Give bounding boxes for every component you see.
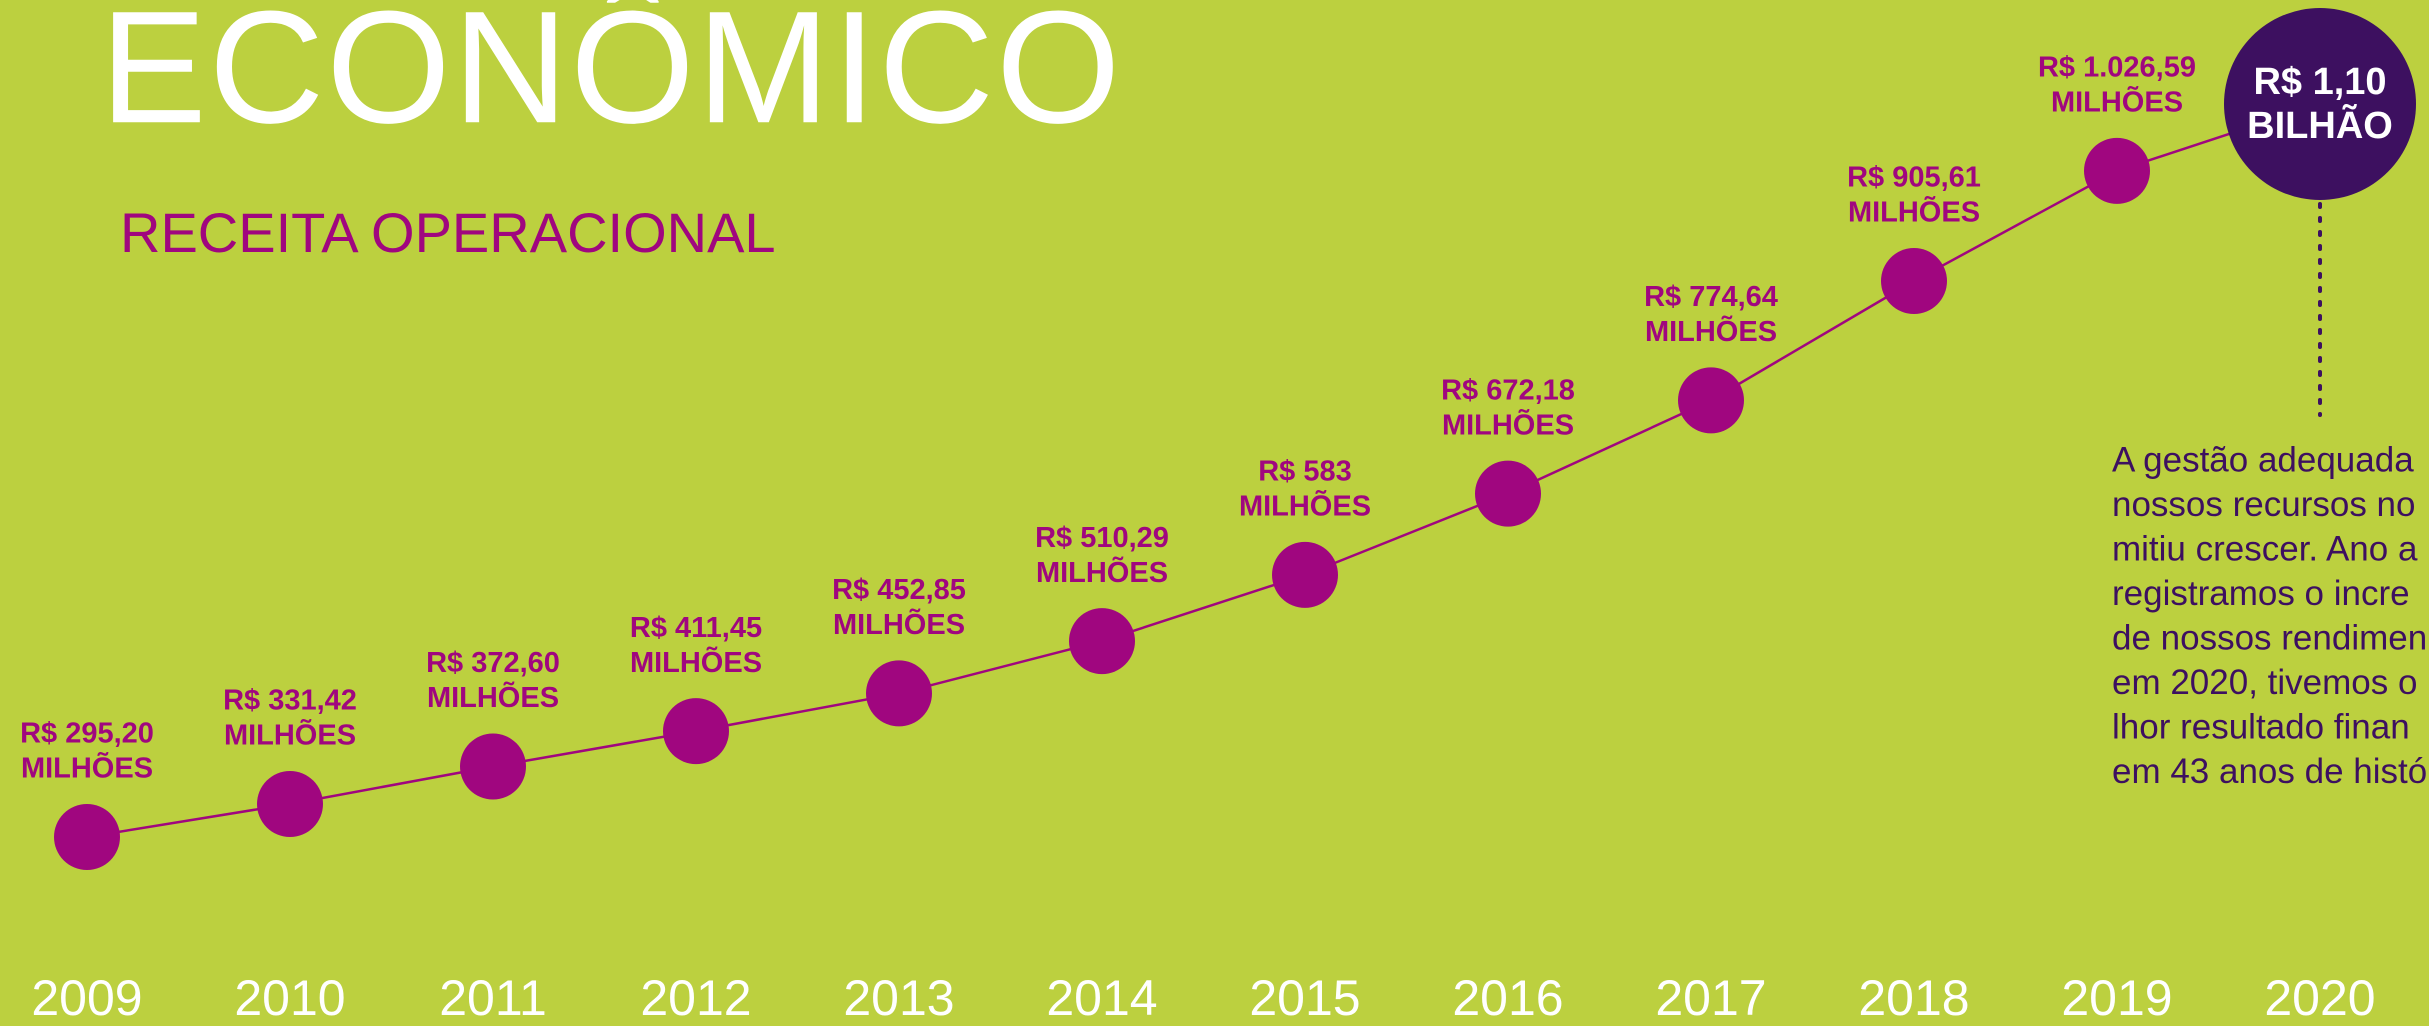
point [1881,248,1947,315]
value-label: MILHÕES [1036,555,1168,589]
point [866,660,932,727]
x-tick-label: 2011 [439,970,547,1026]
value-label: MILHÕES [224,718,356,752]
annotation: nossos recursos no [2112,485,2415,524]
chart-subtitle: RECEITA OPERACIONAL [120,201,776,264]
x-tick-label: 2016 [1452,970,1563,1026]
value-label: MILHÕES [2051,85,2183,119]
value-label: MILHÕES [427,680,559,714]
point [1475,460,1541,527]
annotation: de nossos rendimen [2112,618,2427,657]
point [1678,367,1744,434]
chart-title: ECONÔMICO [100,0,1122,156]
x-tick-label: 2014 [1046,970,1157,1026]
highlight-point [2224,8,2416,200]
x-tick-label: 2018 [1858,970,1969,1026]
point [1272,541,1338,608]
value-label: R$ 583 [1258,456,1352,488]
x-tick-label: 2013 [843,970,954,1026]
value-label: BILHÃO [2247,103,2393,147]
value-label: R$ 372,60 [426,647,560,679]
x-tick-label: 2017 [1655,970,1766,1026]
point [663,698,729,765]
x-tick-label: 2010 [234,970,345,1026]
point [2084,137,2150,204]
value-label: R$ 411,45 [630,612,762,644]
value-label: MILHÕES [1645,314,1777,348]
x-tick-label: 2015 [1249,970,1360,1026]
value-label: R$ 452,85 [832,574,966,606]
annotation: registramos o incre [2112,574,2410,613]
x-tick-label: 2020 [2264,970,2375,1026]
point [257,771,323,838]
value-label: MILHÕES [1442,407,1574,441]
point [460,733,526,800]
value-label: MILHÕES [1239,489,1371,523]
value-label: R$ 774,64 [1644,281,1778,313]
value-label: MILHÕES [1848,195,1980,229]
annotation: lhor resultado finan [2112,707,2410,746]
value-label: R$ 295,20 [20,718,154,750]
value-label: MILHÕES [833,607,965,641]
value-label: R$ 510,29 [1035,522,1169,554]
x-tick-label: 2012 [640,970,751,1026]
value-label: MILHÕES [21,751,153,785]
x-tick-label: 2019 [2061,970,2172,1026]
value-label: R$ 905,61 [1847,162,1981,194]
x-tick-label: 2009 [31,970,142,1026]
point [54,804,120,870]
value-label: MILHÕES [630,645,762,679]
annotation: mitiu crescer. Ano a [2112,529,2418,568]
value-label: R$ 1.026,59 [2038,52,2196,84]
annotation: em 2020, tivemos o [2112,663,2417,702]
value-label: R$ 672,18 [1441,374,1575,406]
point [1069,608,1135,675]
annotation: em 43 anos de histó [2112,752,2427,791]
value-label: R$ 331,42 [223,685,357,717]
line [86,102,2321,839]
value-label: R$ 1,10 [2253,61,2386,103]
annotation: A gestão adequada [2112,440,2414,479]
